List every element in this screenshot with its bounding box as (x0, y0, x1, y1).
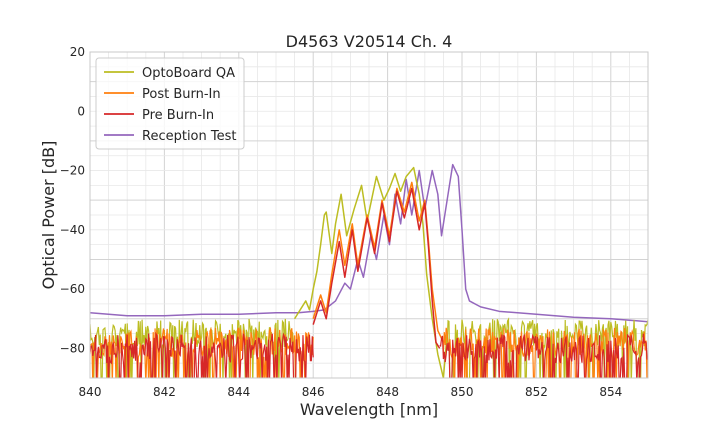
x-tick-label: 850 (451, 385, 474, 399)
series-noise-trace (439, 333, 648, 378)
series-line (90, 163, 648, 323)
legend-box (95, 57, 245, 150)
chart-title: D4563 V20514 Ch. 4 (286, 32, 453, 51)
series-noise-trace (90, 331, 314, 378)
series-pre-burn-in (90, 187, 648, 378)
legend-label: Reception Test (142, 129, 236, 144)
y-tick-label: 20 (70, 45, 85, 59)
x-tick-label: 852 (525, 385, 548, 399)
x-tick-label: 848 (376, 385, 399, 399)
legend-label: Post Burn-In (142, 87, 221, 102)
y-tick-label: 0 (77, 104, 85, 118)
legend-label: OptoBoard QA (142, 66, 235, 81)
series-noise-trace (90, 318, 296, 378)
legend-label: Pre Burn-In (142, 108, 214, 123)
x-tick-label: 854 (599, 385, 622, 399)
series-reception-test (90, 163, 648, 323)
x-tick-label: 846 (302, 385, 325, 399)
x-tick-label: 842 (153, 385, 176, 399)
plot-frame (89, 51, 649, 379)
series-layer (90, 163, 648, 378)
y-tick-label: −40 (60, 223, 85, 237)
y-tick-label: −60 (60, 282, 85, 296)
y-tick-label: −20 (60, 164, 85, 178)
chart-legend: OptoBoard QA Post Burn-In Pre Burn-In Recep… (95, 57, 245, 150)
y-axis-label: Optical Power [dB] (39, 141, 58, 290)
x-tick-label: 844 (227, 385, 250, 399)
x-axis-label: Wavelength [nm] (300, 400, 438, 419)
y-tick-label: −80 (60, 341, 85, 355)
tick-labels: 840 842 844 846 848 850 852 854 20 0 −20 −40 −60 −80 (60, 45, 623, 399)
x-tick-label: 840 (79, 385, 102, 399)
series-line (312, 187, 441, 349)
